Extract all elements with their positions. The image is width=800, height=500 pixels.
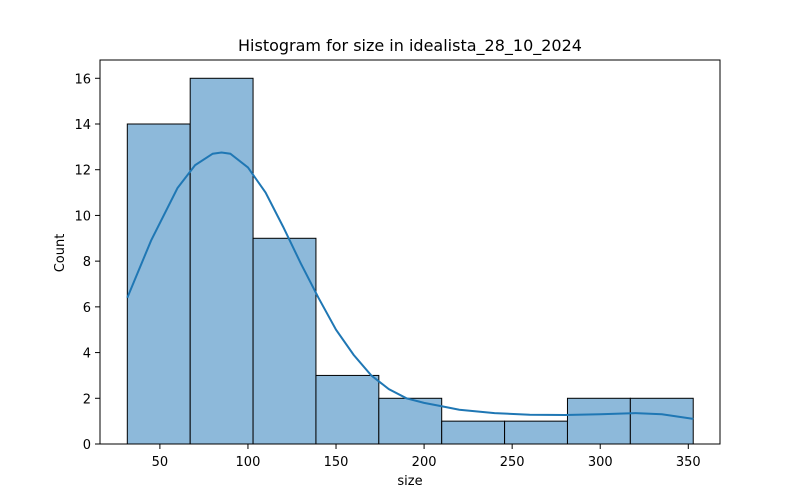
x-tick-label: 150: [324, 455, 349, 470]
histogram-bar: [378, 397, 443, 445]
histogram-bar: [126, 123, 191, 445]
x-tick-label: 50: [152, 455, 169, 470]
chart-title: Histogram for size in idealista_28_10_20…: [238, 36, 582, 56]
x-axis-label: size: [397, 474, 422, 489]
x-tick-label: 200: [412, 455, 437, 470]
y-axis-label: Count: [53, 234, 68, 273]
kde-curve: [126, 151, 694, 420]
histogram-bar: [189, 77, 254, 445]
plot-area: 50 100 150 200 250 300 350 0 2 4 6 8 10 12 14 16: [74, 59, 721, 470]
x-tick-label: 100: [236, 455, 261, 470]
histogram-bar: [252, 237, 317, 445]
y-tick-label: 16: [74, 72, 91, 87]
y-tick-label: 0: [83, 438, 91, 453]
y-tick-label: 10: [74, 209, 91, 224]
y-tick-label: 12: [74, 164, 91, 179]
y-tick-label: 6: [83, 301, 91, 316]
histogram-bar: [566, 397, 631, 445]
x-tick-label: 350: [676, 455, 701, 470]
plot-frame: [99, 59, 721, 445]
y-tick-label: 14: [74, 118, 91, 133]
x-tick-label: 250: [500, 455, 525, 470]
x-tick-label: 300: [588, 455, 613, 470]
y-tick-label: 4: [83, 347, 91, 362]
histogram-bar: [629, 397, 694, 445]
histogram-bar: [315, 374, 380, 445]
histogram-bar: [441, 420, 506, 445]
histogram-bar: [504, 420, 568, 445]
y-tick-label: 8: [83, 255, 91, 270]
y-tick-label: 2: [83, 392, 91, 407]
